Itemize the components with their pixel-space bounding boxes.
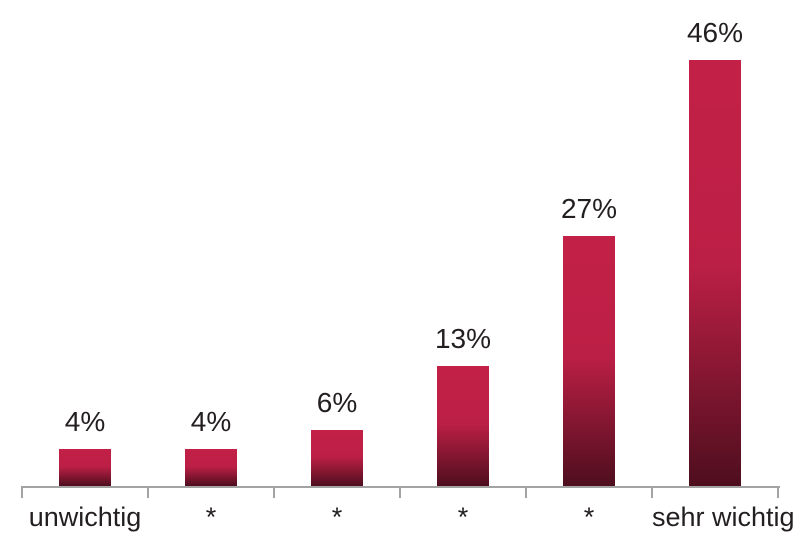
bar-value-label: 27% xyxy=(560,193,618,224)
bar xyxy=(563,236,615,486)
bar xyxy=(437,366,489,486)
x-axis-labels: unwichtig * * * * sehr wichtig xyxy=(22,499,795,535)
bar-value-label: 4% xyxy=(190,406,232,437)
x-axis-label: * xyxy=(205,502,217,532)
bar xyxy=(311,430,363,486)
bar xyxy=(59,449,111,486)
bar xyxy=(689,60,741,486)
bar-group: 46% xyxy=(652,18,778,486)
axis-tick xyxy=(525,486,527,498)
bar-group: 27% xyxy=(526,194,652,486)
axis-tick xyxy=(399,486,401,498)
axis-tick xyxy=(21,486,23,498)
x-axis-label: unwichtig xyxy=(28,502,142,532)
axis-tick xyxy=(651,486,653,498)
bar-value-label: 46% xyxy=(686,17,744,48)
axis-tick xyxy=(777,486,779,498)
bar-value-label: 6% xyxy=(316,387,358,418)
bar xyxy=(185,449,237,486)
bars-container: 4% 4% 6% 13% 27% 46% xyxy=(22,0,778,486)
bar-group: 13% xyxy=(400,324,526,486)
x-axis-label: * xyxy=(457,502,469,532)
x-axis-label: * xyxy=(331,502,343,532)
axis-tick xyxy=(147,486,149,498)
bar-group: 4% xyxy=(148,407,274,486)
bar-value-label: 4% xyxy=(64,406,106,437)
bar-group: 6% xyxy=(274,388,400,486)
axis-tick xyxy=(273,486,275,498)
bar-value-label: 13% xyxy=(434,323,492,354)
bar-group: 4% xyxy=(22,407,148,486)
x-axis-label: sehr wichtig xyxy=(652,502,795,532)
x-axis-label: * xyxy=(583,502,595,532)
